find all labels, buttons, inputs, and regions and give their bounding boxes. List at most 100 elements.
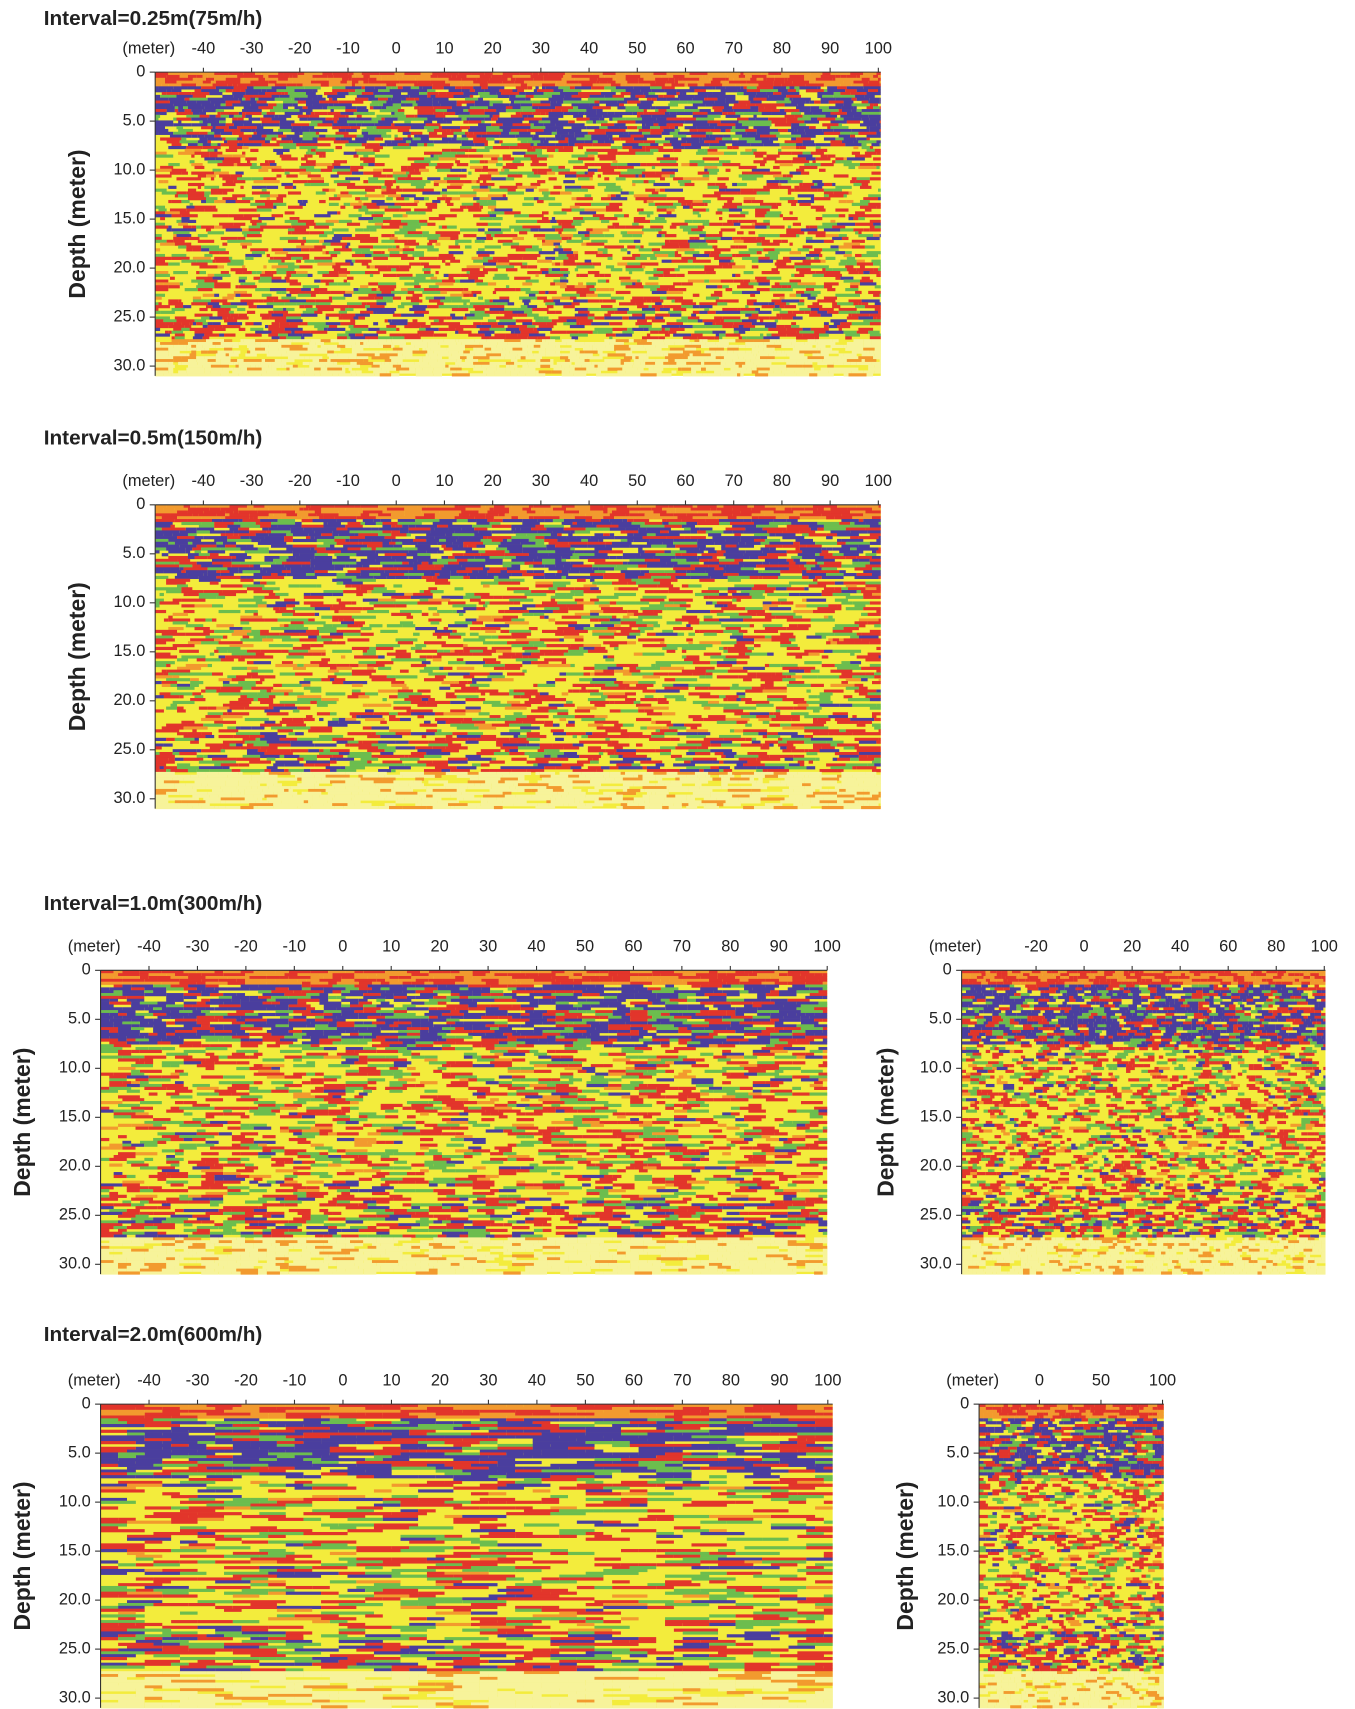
texture <box>329 197 336 200</box>
texture <box>691 135 706 138</box>
texture <box>560 262 563 265</box>
texture <box>608 112 615 115</box>
texture <box>493 103 509 106</box>
texture <box>519 132 530 135</box>
texture <box>603 299 613 302</box>
texture <box>496 316 512 319</box>
texture <box>195 177 202 180</box>
texture <box>247 86 254 89</box>
texture <box>650 132 661 135</box>
texture <box>191 118 207 121</box>
texture <box>227 240 242 243</box>
texture <box>816 143 819 146</box>
texture <box>634 194 649 197</box>
texture <box>367 302 377 305</box>
texture <box>337 211 340 214</box>
texture <box>216 126 229 129</box>
texture <box>460 81 473 84</box>
texture <box>847 262 857 265</box>
texture <box>542 86 545 89</box>
texture <box>612 137 620 140</box>
texture <box>685 75 703 78</box>
texture <box>785 325 792 328</box>
texture <box>326 314 341 317</box>
texture <box>793 157 806 160</box>
texture <box>840 132 850 135</box>
texture <box>632 146 642 149</box>
texture <box>394 123 412 126</box>
texture <box>227 262 243 265</box>
texture <box>849 214 860 217</box>
texture <box>434 155 439 158</box>
texture <box>450 237 458 240</box>
texture <box>693 311 700 314</box>
texture <box>821 155 828 158</box>
texture <box>198 282 214 285</box>
texture <box>698 172 709 175</box>
texture <box>201 103 214 106</box>
texture <box>599 126 607 129</box>
texture <box>849 166 856 169</box>
texture <box>199 265 217 268</box>
texture <box>276 174 281 177</box>
texture <box>858 166 876 169</box>
texture <box>350 126 360 129</box>
texture <box>472 115 490 118</box>
texture <box>165 78 176 81</box>
texture <box>332 89 348 92</box>
texture <box>386 325 396 328</box>
texture <box>280 123 291 126</box>
texture <box>578 282 583 285</box>
texture <box>439 101 457 104</box>
texture <box>598 251 603 254</box>
texture <box>488 319 496 322</box>
texture <box>701 345 717 348</box>
texture <box>273 206 276 209</box>
texture <box>229 214 244 217</box>
texture <box>386 101 401 104</box>
texture <box>873 157 881 160</box>
texture <box>363 228 370 231</box>
texture <box>168 146 186 149</box>
texture <box>490 328 506 331</box>
texture <box>663 143 671 146</box>
texture <box>409 172 420 175</box>
texture <box>342 291 345 294</box>
texture <box>568 132 575 135</box>
texture <box>693 211 700 214</box>
texture <box>314 112 327 115</box>
texture <box>849 217 854 220</box>
texture <box>560 115 563 118</box>
texture <box>844 194 847 197</box>
texture <box>195 314 213 317</box>
texture <box>729 81 747 84</box>
texture <box>791 137 796 140</box>
texture <box>822 214 838 217</box>
texture <box>790 257 806 260</box>
texture <box>629 316 645 319</box>
texture <box>703 137 716 140</box>
texture <box>537 180 545 183</box>
texture <box>321 169 332 172</box>
texture <box>488 282 496 285</box>
texture <box>199 115 209 118</box>
texture <box>749 109 759 112</box>
texture <box>308 149 311 152</box>
texture <box>863 83 879 86</box>
texture <box>470 118 485 121</box>
texture <box>791 126 809 129</box>
texture <box>586 109 596 112</box>
texture <box>224 348 232 351</box>
texture <box>491 211 504 214</box>
texture <box>822 95 833 98</box>
texture <box>281 137 291 140</box>
texture <box>598 140 605 143</box>
texture <box>357 109 368 112</box>
texture <box>712 75 727 78</box>
texture <box>811 106 819 109</box>
texture <box>627 81 638 84</box>
texture <box>716 322 734 325</box>
texture <box>849 137 857 140</box>
texture <box>201 126 206 129</box>
texture <box>204 333 219 336</box>
